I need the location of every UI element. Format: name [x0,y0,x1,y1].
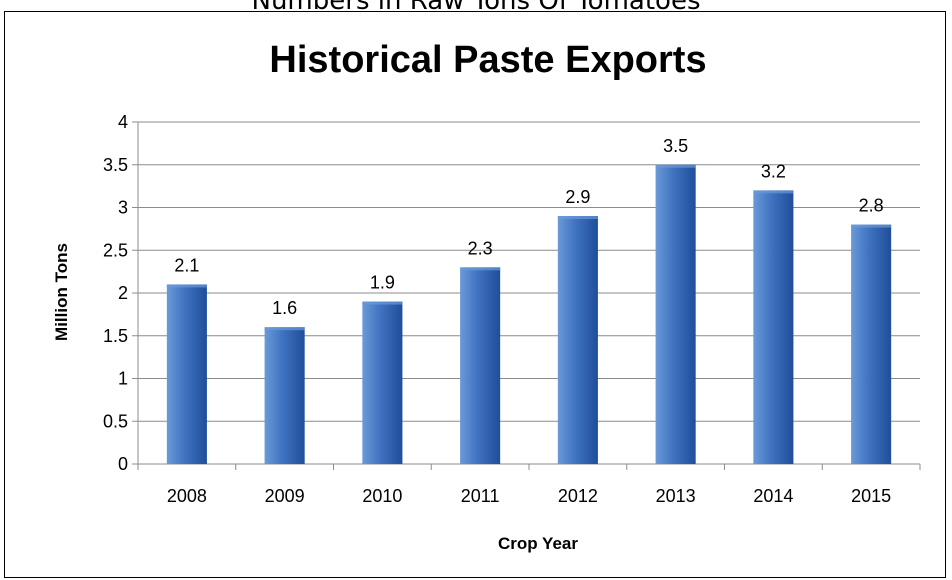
x-axis-title: Crop Year [498,534,578,553]
bar-highlight [166,284,207,288]
bar-highlight [753,190,794,194]
data-label: 2.3 [468,238,493,258]
y-axis-title: Million Tons [52,243,71,341]
data-label: 2.1 [174,255,199,275]
bar-highlight [362,301,403,305]
x-tick-label: 2013 [656,486,696,506]
y-tick-label: 0.5 [103,411,128,431]
x-tick-label: 2012 [558,486,598,506]
bar-highlight [655,164,696,168]
data-label: 3.2 [761,161,786,181]
bar-2010 [362,301,403,464]
x-tick-label: 2009 [265,486,305,506]
data-label: 1.9 [370,273,395,293]
bar-2014 [753,190,794,464]
y-tick-label: 3 [118,198,128,218]
bar-highlight [460,267,501,271]
bar-highlight [557,216,598,220]
x-tick-label: 2010 [362,486,402,506]
bars: 2.1 1.6 1.9 2.3 2.9 3.5 3.2 2.8 [166,136,892,464]
x-tick-label: 2014 [753,486,793,506]
data-label: 1.6 [272,298,297,318]
bar-2012 [557,216,598,464]
y-axis-ticks: 0 0.5 1 1.5 2 2.5 3 3.5 4 [103,112,138,474]
data-label: 2.8 [859,196,884,216]
x-tick-label: 2015 [851,486,891,506]
bar-2009 [264,327,305,464]
x-axis-ticks: 2008 2009 2010 2011 2012 2013 2014 2015 [137,464,921,506]
y-tick-label: 2 [118,283,128,303]
y-tick-label: 0 [118,454,128,474]
bar-2015 [851,224,892,464]
x-tick-label: 2008 [167,486,207,506]
data-label: 2.9 [565,187,590,207]
y-tick-label: 2.5 [103,240,128,260]
y-tick-label: 1.5 [103,326,128,346]
y-tick-label: 4 [118,112,128,132]
bar-2008 [166,284,207,464]
data-label: 3.5 [663,136,688,156]
bar-highlight [851,224,892,228]
y-tick-label: 1 [118,369,128,389]
bar-2011 [460,267,501,464]
y-tick-label: 3.5 [103,155,128,175]
bar-highlight [264,327,305,331]
x-tick-label: 2011 [461,486,500,506]
bar-2013 [655,164,696,464]
chart-title: Historical Paste Exports [269,39,706,81]
gridlines [138,121,920,422]
